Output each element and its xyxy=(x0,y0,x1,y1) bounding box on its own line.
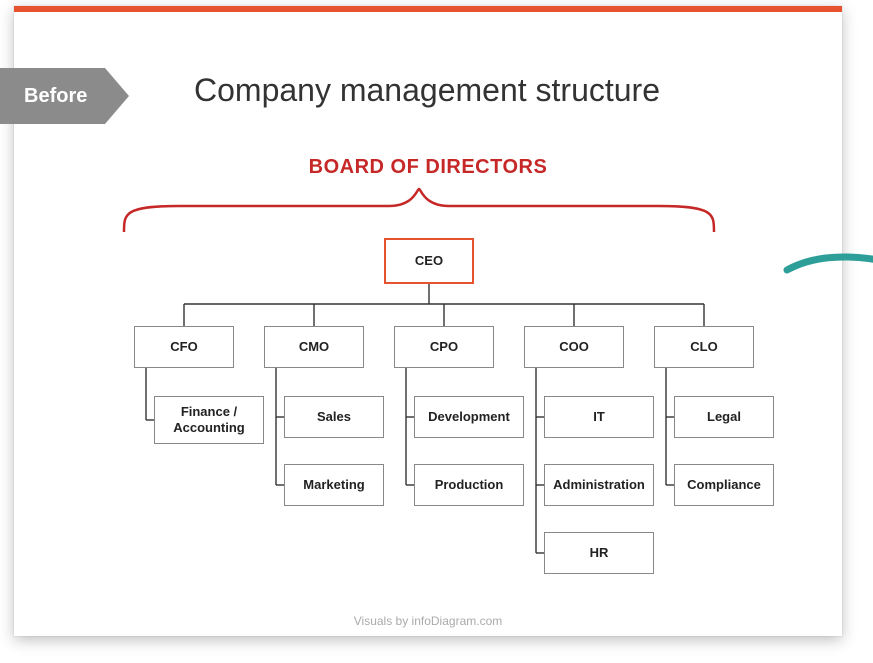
org-node-cmo: CMO xyxy=(264,326,364,368)
org-node-clo: CLO xyxy=(654,326,754,368)
credit-text: Visuals by infoDiagram.com xyxy=(14,614,842,628)
org-node-coo-child-0: IT xyxy=(544,396,654,438)
org-node-cmo-child-0: Sales xyxy=(284,396,384,438)
org-node-cpo-child-1: Production xyxy=(414,464,524,506)
org-node-ceo: CEO xyxy=(384,238,474,284)
org-node-coo-child-1: Administration xyxy=(544,464,654,506)
stage: Before Company management structure BOAR… xyxy=(0,0,873,663)
slide-title: Company management structure xyxy=(194,72,660,109)
org-node-cpo-child-0: Development xyxy=(414,396,524,438)
org-node-coo-child-2: HR xyxy=(544,532,654,574)
org-node-coo: COO xyxy=(524,326,624,368)
slide-top-accent xyxy=(14,6,842,12)
org-node-cfo: CFO xyxy=(134,326,234,368)
org-node-clo-child-0: Legal xyxy=(674,396,774,438)
before-tag-label: Before xyxy=(0,68,105,124)
board-bracket xyxy=(119,184,719,234)
org-node-cmo-child-1: Marketing xyxy=(284,464,384,506)
org-node-cpo: CPO xyxy=(394,326,494,368)
next-arrow-icon xyxy=(783,230,873,310)
org-node-clo-child-1: Compliance xyxy=(674,464,774,506)
before-tag-arrowhead xyxy=(105,68,129,124)
before-tag: Before xyxy=(0,68,129,124)
board-of-directors-label: BOARD OF DIRECTORS xyxy=(14,156,842,179)
slide: Before Company management structure BOAR… xyxy=(14,6,842,636)
org-node-cfo-child-0: Finance / Accounting xyxy=(154,396,264,444)
